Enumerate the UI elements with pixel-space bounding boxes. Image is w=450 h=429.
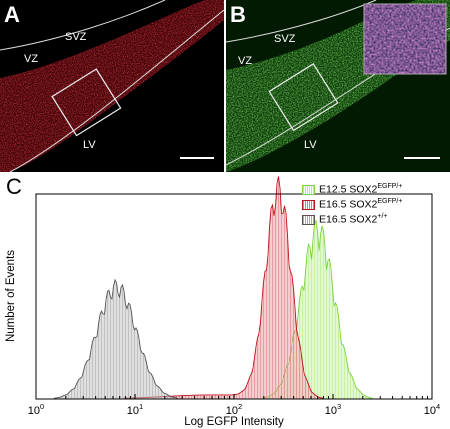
histogram-chart: 100 101 102 103 104 Number of Events Log EGF… (5, 176, 440, 428)
legend-sup: +/+ (377, 213, 388, 220)
series-1 (37, 176, 432, 400)
legend-item-e165-egfp: E16.5 SOX2EGFP/+ (302, 198, 442, 212)
legend-sup: EGFP/+ (377, 183, 403, 190)
y-axis-label: Number of Events (5, 250, 17, 342)
x-ticks: 100 101 102 103 104 (28, 394, 440, 417)
legend-swatch-gray (302, 215, 315, 225)
legend: E12.5 SOX2EGFP/+ E16.5 SOX2EGFP/+ E16.5 … (302, 183, 442, 228)
histogram-outline (37, 219, 432, 400)
panel-a-tissue (0, 0, 224, 172)
legend-swatch-red (302, 200, 315, 210)
legend-label: E16.5 SOX2 (319, 213, 378, 226)
panel-c-label: C (6, 174, 22, 199)
panel-b-label: B (230, 2, 246, 27)
panel-b-image: B SVZ VZ LV (226, 0, 450, 172)
legend-item-e165-wt: E16.5 SOX2+/+ (302, 213, 442, 227)
panel-a-svz-label: SVZ (65, 31, 87, 43)
legend-sup: EGFP/+ (377, 198, 403, 205)
series-0 (37, 219, 432, 400)
x-tick-label: 101 (127, 402, 143, 417)
x-tick-label: 100 (28, 402, 44, 417)
legend-swatch-green (302, 185, 315, 195)
series-2 (37, 278, 432, 400)
panel-a-image: A SVZ VZ LV (0, 0, 224, 172)
panel-b-tissue (226, 0, 450, 172)
legend-item-e125-egfp: E12.5 SOX2EGFP/+ (302, 183, 442, 197)
x-tick-label: 103 (325, 402, 341, 417)
panel-b-lv-label: LV (304, 139, 317, 151)
panel-b-svz-label: SVZ (274, 33, 296, 45)
panel-a-lv-label: LV (83, 139, 96, 151)
panel-b-vz-label: VZ (238, 55, 253, 67)
x-tick-label: 102 (226, 402, 242, 417)
legend-label: E16.5 SOX2 (319, 198, 378, 211)
panel-a-label: A (4, 2, 20, 27)
legend-label: E12.5 SOX2 (319, 183, 378, 196)
x-tick-label: 104 (424, 402, 440, 417)
panel-a-vz-label: VZ (24, 53, 39, 65)
histogram-outline (37, 278, 432, 400)
x-axis-label: Log EGFP Intensity (184, 416, 284, 428)
